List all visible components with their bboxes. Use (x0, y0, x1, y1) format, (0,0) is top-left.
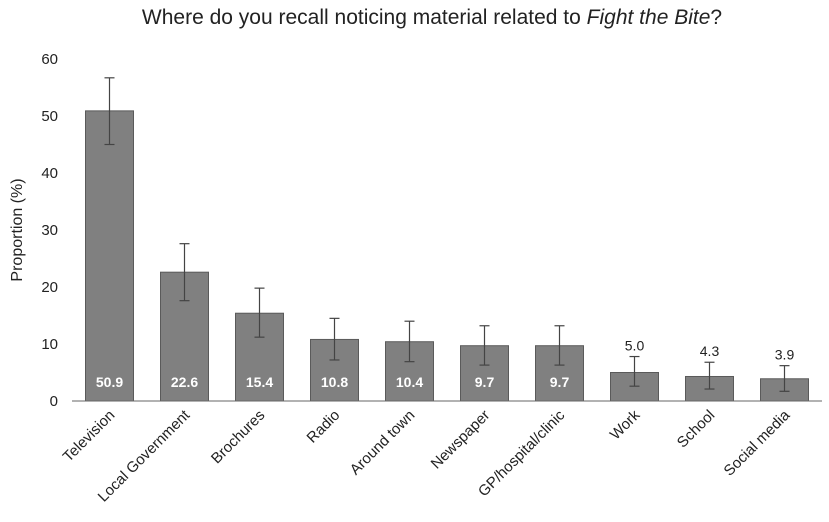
error-bars-group (104, 77, 790, 392)
x-category-label: Newspaper (428, 407, 494, 473)
data-label: 15.4 (246, 374, 273, 390)
chart-title-suffix: ? (710, 6, 722, 29)
chart-title-prefix: Where do you recall noticing material re… (142, 6, 587, 29)
x-category-label: Television (60, 407, 119, 466)
data-label: 3.9 (775, 347, 795, 363)
x-category-label: School (674, 407, 718, 451)
bar (310, 338, 359, 402)
x-category-label: Around town (347, 407, 419, 479)
chart-title-italic: Fight the Bite (587, 6, 711, 29)
y-tick-label: 0 (50, 393, 58, 410)
x-category-label: Work (607, 406, 644, 443)
data-label: 5.0 (625, 338, 645, 354)
x-category-label: Social media (721, 406, 794, 479)
y-tick-label: 40 (41, 165, 58, 182)
x-category-label: Radio (304, 407, 344, 447)
data-label: 9.7 (475, 374, 495, 390)
y-axis-ticks: 0 10 20 30 40 50 60 (41, 51, 58, 410)
chart-title: Where do you recall noticing material re… (142, 6, 722, 29)
y-tick-label: 10 (41, 336, 58, 353)
data-label: 50.9 (96, 374, 123, 390)
data-labels-group: 50.9 22.6 15.4 10.8 10.4 9.7 9.7 5.0 4.3 3.9 (96, 338, 795, 390)
y-tick-label: 20 (41, 279, 58, 296)
data-label: 10.4 (396, 374, 423, 390)
data-label: 10.8 (321, 374, 348, 390)
x-category-label: Brochures (208, 407, 268, 467)
data-label: 22.6 (171, 374, 198, 390)
y-tick-label: 50 (41, 108, 58, 125)
y-tick-label: 30 (41, 222, 58, 239)
y-tick-label: 60 (41, 51, 58, 68)
bar (85, 110, 134, 402)
y-axis-label: Proportion (%) (9, 178, 26, 281)
data-label: 4.3 (700, 343, 720, 359)
data-label: 9.7 (550, 374, 570, 390)
